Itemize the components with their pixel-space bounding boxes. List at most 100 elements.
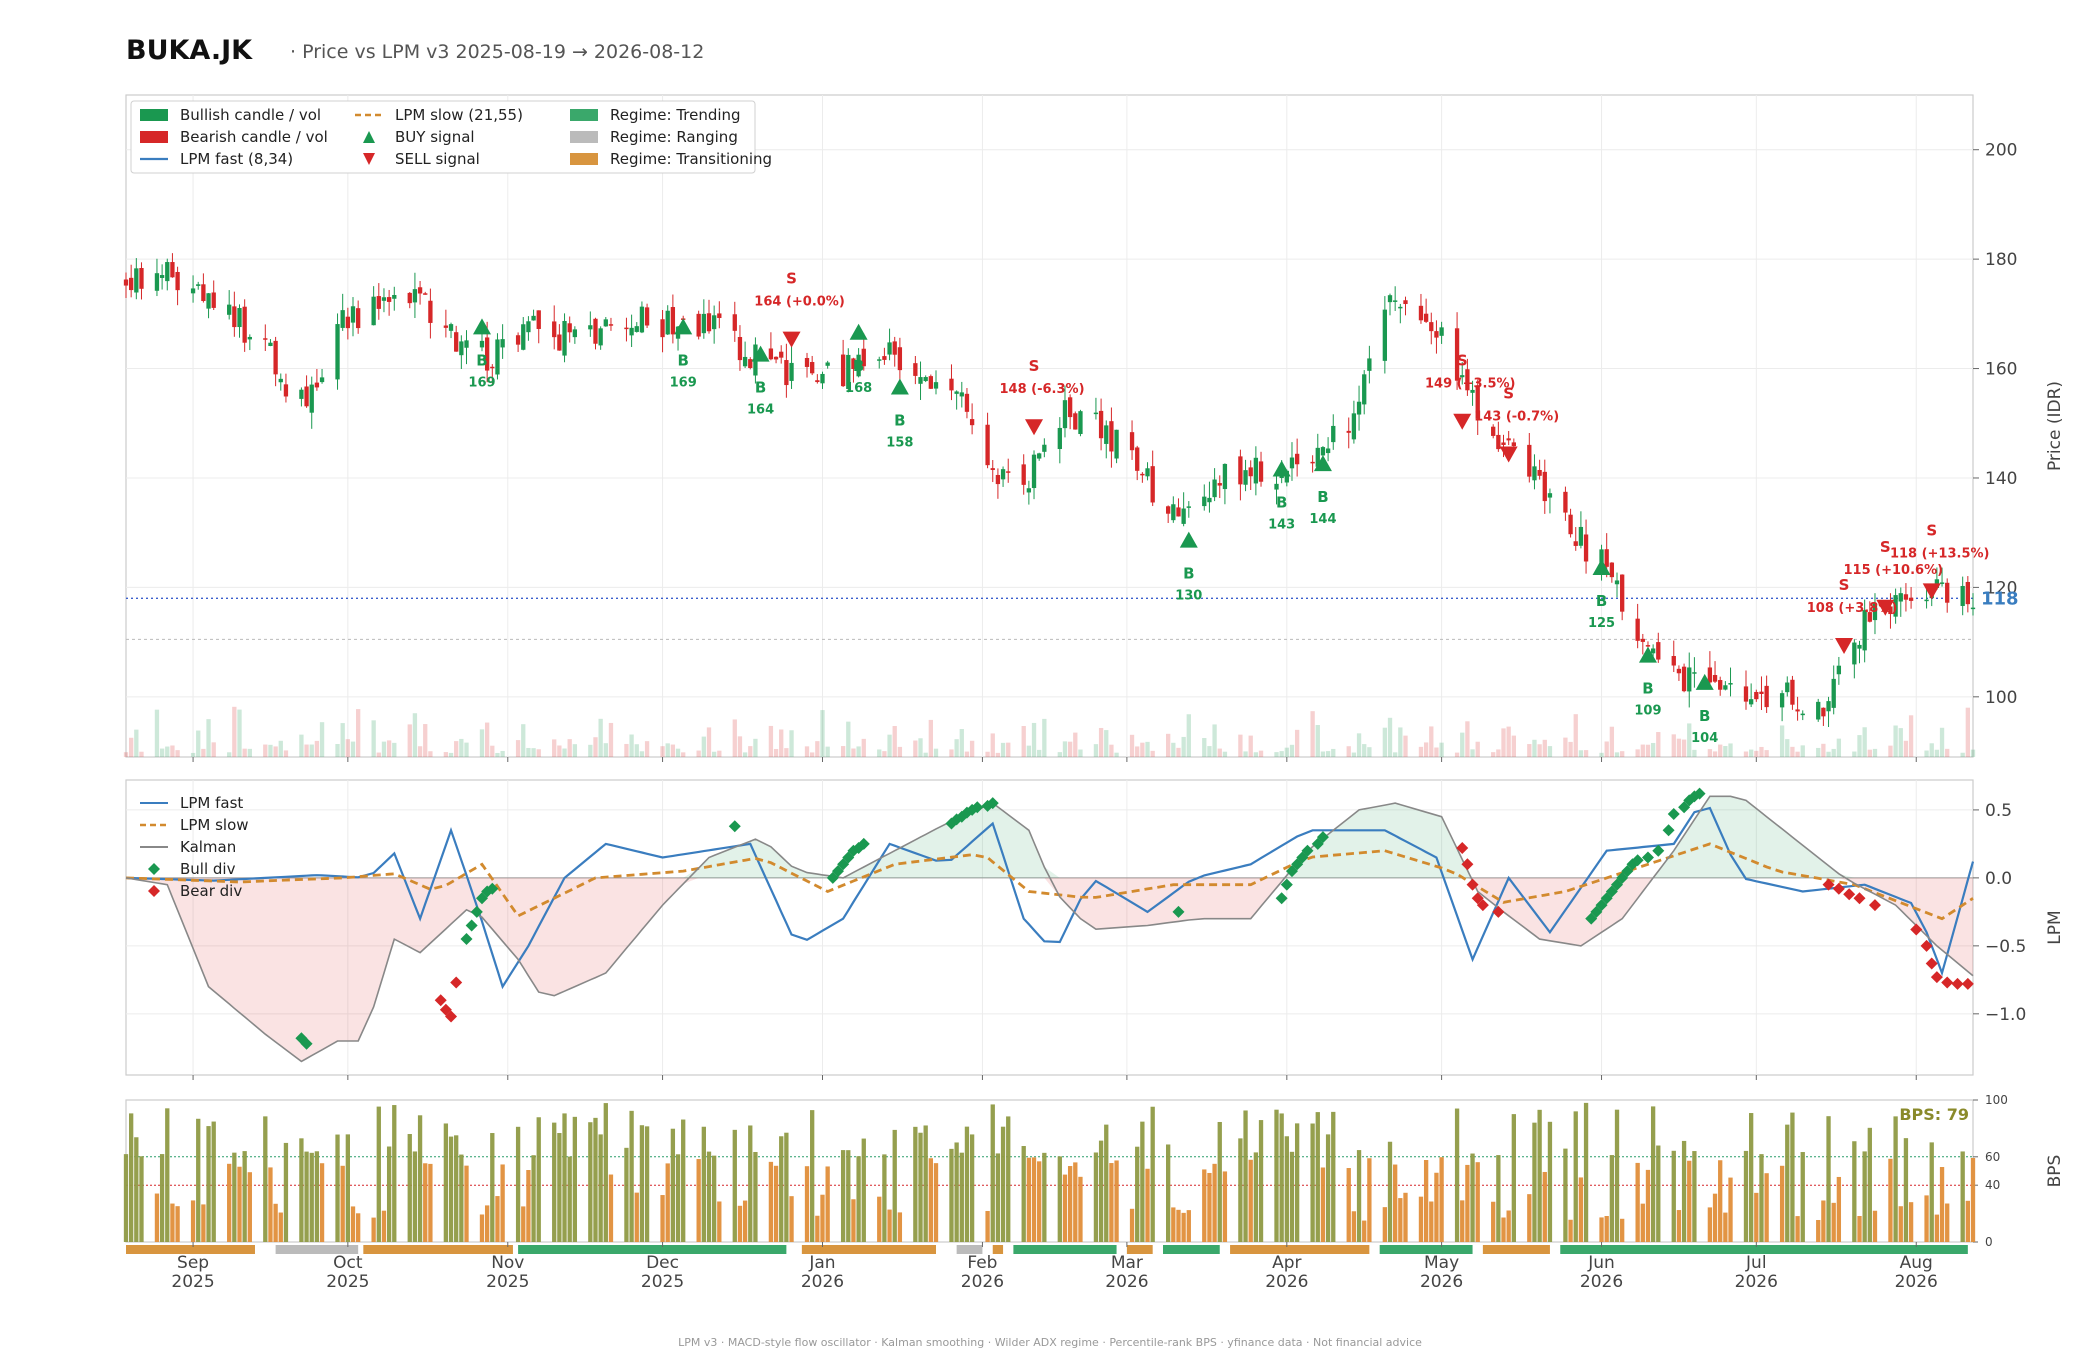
buy-signal-value: 143	[1268, 518, 1295, 533]
volume-bar	[933, 748, 939, 757]
volume-bar	[170, 745, 175, 757]
candle-body	[1429, 322, 1434, 332]
candle-body	[1320, 447, 1326, 456]
bps-bar	[299, 1138, 304, 1242]
bps-bar	[1728, 1177, 1733, 1242]
bps-bar	[660, 1195, 665, 1242]
volume-bar	[1645, 744, 1651, 757]
bps-bar	[1501, 1217, 1506, 1242]
bps-bar	[495, 1196, 500, 1242]
bps-bar	[954, 1142, 959, 1242]
candle-body	[1037, 453, 1042, 459]
candle-body	[1614, 580, 1620, 585]
candle-body	[1506, 438, 1511, 441]
bps-bar	[1609, 1155, 1615, 1242]
bps-bar	[1418, 1196, 1424, 1242]
candle-body	[1671, 656, 1676, 666]
bps-bar	[1258, 1120, 1264, 1242]
bps-bar	[1181, 1212, 1186, 1242]
bps-bar	[335, 1134, 340, 1242]
volume-bar	[634, 744, 639, 757]
bps-bar	[1166, 1144, 1171, 1242]
bear-div-marker	[1476, 899, 1489, 912]
volume-bar	[1248, 735, 1253, 757]
lpm-fast-line	[125, 806, 1975, 990]
candle-body	[665, 310, 670, 335]
volume-bar	[1042, 718, 1047, 757]
candle-body	[1764, 685, 1769, 708]
bps-bar	[201, 1204, 206, 1242]
candle-body	[768, 348, 774, 360]
bull-div-marker	[1641, 851, 1654, 864]
x-tick-year: 2025	[171, 1272, 214, 1292]
candle-body	[789, 362, 794, 381]
bps-bar	[1908, 1202, 1914, 1242]
bull-div-marker	[971, 801, 984, 814]
candle-body	[1501, 442, 1506, 445]
sell-signal-label: S	[1926, 521, 1937, 539]
bps-bar	[309, 1152, 314, 1242]
volume-bar	[139, 751, 144, 757]
lpm-tick-label: 0.5	[1985, 801, 2012, 821]
bps-bar	[928, 1158, 933, 1242]
chart-symbol: BUKA.JK	[126, 35, 253, 66]
volume-bar	[495, 752, 500, 757]
candle-body	[1754, 691, 1759, 700]
candle-body	[1166, 506, 1171, 514]
candle-body	[1078, 411, 1083, 435]
candle-body	[1418, 305, 1424, 321]
buy-signal-label: B	[1317, 488, 1328, 506]
volume-bar	[701, 736, 706, 757]
bear-div-marker	[1930, 971, 1943, 984]
candle-body	[134, 268, 139, 293]
volume-bar	[717, 750, 722, 757]
candle-body	[670, 307, 676, 335]
x-tick-month: Jun	[1587, 1253, 1615, 1273]
candle-body	[959, 392, 964, 397]
bull-div-marker	[470, 905, 483, 918]
candle-body	[1362, 374, 1367, 405]
volume-bar	[928, 719, 933, 757]
candle-body	[639, 306, 645, 333]
volume-bar	[737, 736, 743, 757]
bps-bar	[206, 1126, 211, 1242]
bps-bar	[139, 1156, 144, 1242]
volume-bar	[1635, 749, 1640, 757]
volume-bar	[557, 745, 562, 757]
bps-bar	[1171, 1207, 1176, 1242]
candle-body	[232, 306, 237, 328]
volume-bar	[407, 724, 412, 757]
lpm-panel: −1.0 −0.5 0.0 0.5 LPM	[125, 779, 2065, 1076]
candle-body	[1073, 413, 1078, 430]
price-tick-label: 200	[1985, 141, 2017, 161]
bps-bar	[572, 1116, 578, 1242]
bps-tick-label: 0	[1985, 1235, 1993, 1249]
candle-body	[1062, 400, 1068, 429]
candle-body	[969, 419, 975, 426]
bps-bar	[959, 1152, 964, 1242]
volume-bar	[417, 746, 423, 757]
volume-bar	[484, 722, 490, 757]
sell-signal-value: 118 (+13.5%)	[1890, 546, 1990, 561]
x-axis: Sep2025Oct2025Nov2025Dec2025Jan2026Feb20…	[171, 757, 1938, 1292]
candle-body	[500, 339, 505, 348]
volume-bar	[1140, 742, 1145, 757]
bps-bar	[1098, 1140, 1104, 1242]
volume-bar	[1331, 748, 1336, 757]
bps-bar	[1872, 1210, 1878, 1242]
price-axis-label: Price (IDR)	[2045, 381, 2065, 471]
candle-body	[273, 340, 278, 375]
candle-body	[1042, 444, 1047, 452]
volume-bar	[949, 749, 954, 757]
candle-body	[1093, 412, 1099, 415]
candle-body	[887, 342, 892, 355]
volume-bar	[1067, 741, 1073, 757]
bps-bar	[1573, 1111, 1578, 1242]
volume-bar	[856, 746, 861, 757]
candle-body	[1650, 648, 1656, 654]
bps-bar	[567, 1156, 572, 1242]
bps-bar	[196, 1118, 201, 1242]
bps-bar	[500, 1164, 505, 1242]
price-panel: 100 120 140 160 180 200 Price (IDR) 118 B 169 B 169…	[123, 94, 2065, 758]
x-tick-year: 2026	[1735, 1272, 1778, 1292]
